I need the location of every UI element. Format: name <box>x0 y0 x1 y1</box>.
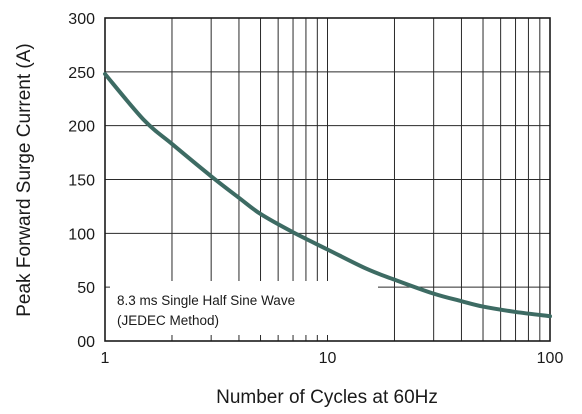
x-tick-labels: 1 10 100 <box>101 350 564 367</box>
x-axis-title: Number of Cycles at 60Hz <box>216 387 438 408</box>
surge-current-series-line <box>103 71 552 319</box>
y-tick-label-300: 300 <box>68 11 95 28</box>
y-tick-labels: 00 50 100 150 200 250 300 <box>68 11 95 351</box>
annotation-background <box>110 281 378 335</box>
y-tick-label-0: 00 <box>77 334 95 351</box>
y-tick-label-50: 50 <box>77 280 95 297</box>
annotation-line-1: 8.3 ms Single Half Sine Wave <box>117 293 295 308</box>
annotation-box: 8.3 ms Single Half Sine Wave (JEDEC Meth… <box>110 281 378 335</box>
y-tick-label-150: 150 <box>68 173 95 190</box>
x-tick-label-1: 1 <box>101 350 110 367</box>
y-axis-title: Peak Forward Surge Current (A) <box>14 43 35 317</box>
annotation-line-2: (JEDEC Method) <box>117 313 219 328</box>
y-tick-label-200: 200 <box>68 119 95 136</box>
plot-frame <box>104 17 551 342</box>
x-tick-label-10: 10 <box>319 350 337 367</box>
y-tick-label-100: 100 <box>68 226 95 243</box>
y-tick-label-250: 250 <box>68 65 95 82</box>
x-tick-label-100: 100 <box>537 350 564 367</box>
